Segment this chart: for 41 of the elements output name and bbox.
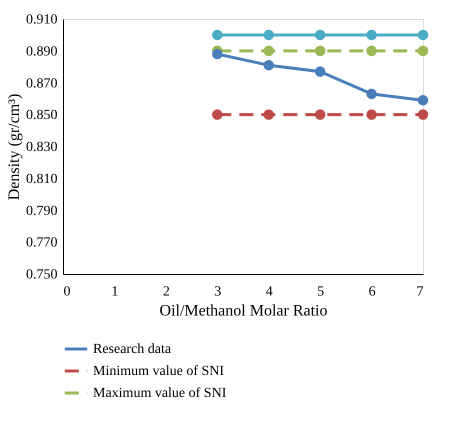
point bbox=[314, 66, 326, 77]
point bbox=[263, 60, 274, 70]
legend-label: Maximum value of SNI bbox=[93, 386, 227, 401]
y-tick-label: 0.870 bbox=[26, 76, 58, 92]
point bbox=[366, 30, 377, 40]
y-axis-title: Density (gr/cm³) bbox=[6, 94, 23, 200]
x-tick-label: 0 bbox=[64, 284, 70, 300]
x-tick-label: 4 bbox=[266, 284, 273, 300]
point bbox=[366, 46, 377, 56]
point bbox=[314, 30, 326, 40]
y-tick-label: 0.810 bbox=[26, 172, 58, 187]
point bbox=[418, 46, 428, 56]
point bbox=[212, 109, 223, 120]
point bbox=[212, 30, 223, 40]
point bbox=[212, 48, 223, 60]
y-tick-label: 0.830 bbox=[26, 140, 58, 155]
x-tick-label: 7 bbox=[416, 284, 424, 300]
point bbox=[366, 109, 377, 120]
point bbox=[418, 109, 428, 120]
x-tick-label: 1 bbox=[111, 284, 118, 300]
x-axis-title: Oil/Methanol Molar Ratio bbox=[160, 302, 328, 320]
point bbox=[263, 109, 274, 120]
legend-label: Research data bbox=[93, 342, 172, 357]
point bbox=[314, 109, 326, 120]
point bbox=[418, 95, 428, 106]
y-tick-label: 0.850 bbox=[26, 108, 58, 124]
point bbox=[263, 46, 274, 56]
point bbox=[418, 30, 428, 40]
y-tick-label: 0.770 bbox=[26, 236, 58, 251]
point bbox=[314, 46, 326, 56]
x-tick-label: 3 bbox=[214, 284, 222, 300]
x-tick-label: 6 bbox=[368, 284, 376, 300]
y-tick-label: 0.790 bbox=[26, 204, 58, 219]
point bbox=[366, 88, 377, 100]
x-tick-label: 2 bbox=[162, 284, 170, 300]
legend-label: Minimum value of SNI bbox=[93, 364, 224, 379]
y-tick-label: 0.890 bbox=[26, 44, 58, 60]
x-tick-label: 5 bbox=[317, 284, 324, 300]
y-tick-label: 0.910 bbox=[26, 12, 58, 28]
y-tick-label: 0.750 bbox=[26, 268, 58, 282]
point bbox=[263, 30, 274, 40]
